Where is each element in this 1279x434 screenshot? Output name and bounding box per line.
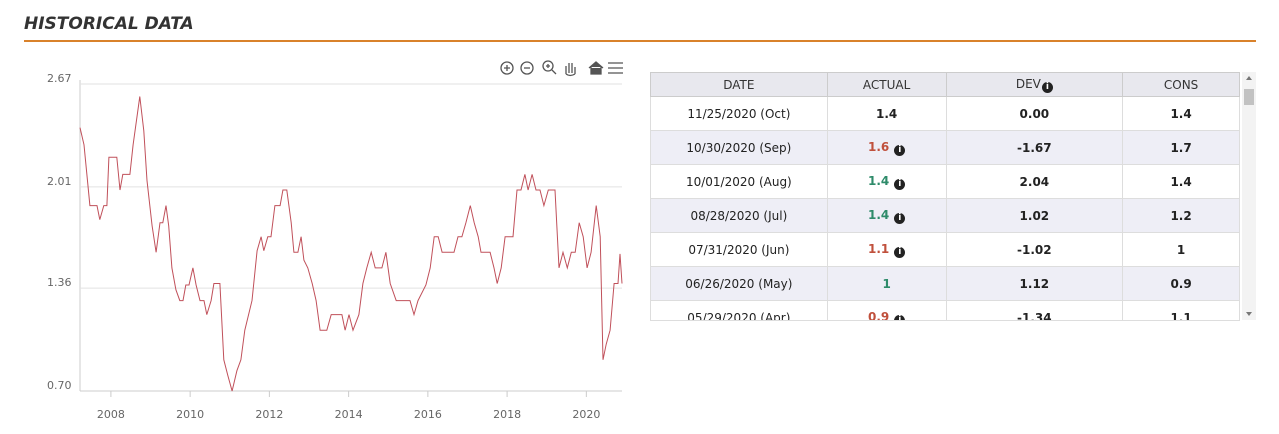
chart: 0.70 1.36 2.01 2.67 2008 2010 2012 2014 2016 2018… — [47, 60, 623, 421]
column-header: DATE — [650, 72, 828, 97]
y-tick-label: 2.01 — [47, 175, 72, 188]
cons-cell: 1.7 — [1122, 130, 1240, 165]
actual-value: 1 — [882, 276, 891, 291]
x-tick-label: 2008 — [97, 408, 125, 421]
column-header-text: DEV — [1015, 76, 1041, 91]
info-icon[interactable]: i — [894, 314, 906, 320]
x-tick-label: 2012 — [255, 408, 283, 421]
date-cell: 07/31/2020 (Jun) — [650, 232, 828, 267]
x-tick-label: 2010 — [176, 408, 204, 421]
actual-value: 1.4 — [867, 207, 890, 222]
column-header-text: DATE — [723, 77, 755, 92]
header-row: DATE ACTUAL DEV i CONS — [650, 72, 1240, 97]
cons-cell: 1 — [1122, 232, 1240, 267]
section-title: HISTORICAL DATA — [24, 14, 194, 34]
cons-cell: 1.4 — [1122, 96, 1240, 131]
table-body: 11/25/2020 (Oct) 1.4 0.00 1.4 10/30/2020 (Se… — [650, 96, 1240, 321]
x-tick-label: 2020 — [572, 408, 600, 421]
actual-cell: 1.1 i — [826, 232, 947, 267]
table-row: 10/30/2020 (Sep) 1.6 i -1.67 1.7 — [650, 130, 1240, 165]
column-header-text: ACTUAL — [862, 77, 911, 92]
dev-cell: 2.04 — [945, 164, 1124, 199]
actual-value: 1.1 — [867, 241, 890, 256]
actual-cell: 1.4 i — [826, 164, 947, 199]
dev-cell: 1.02 — [945, 198, 1124, 233]
actual-value: 1.4 — [875, 106, 898, 121]
x-tick-label: 2018 — [493, 408, 521, 421]
actual-cell: 1.4 i — [826, 198, 947, 233]
data-table: DATE ACTUAL DEV i CONS 11/25/2020 (Oct) 1.4 0.… — [650, 72, 1240, 321]
info-icon[interactable]: i — [894, 246, 906, 258]
info-icon[interactable]: i — [894, 144, 906, 156]
table-row: 05/29/2020 (Apr) 0.9 i -1.34 1.1 — [650, 300, 1240, 321]
date-cell: 10/30/2020 (Sep) — [650, 130, 828, 165]
chart-toolbar[interactable] — [500, 60, 623, 77]
table: DATE ACTUAL DEV i CONS 11/25/2020 (Oct) 1.4 0.… — [650, 72, 1240, 321]
cons-cell: 1.1 — [1122, 300, 1240, 320]
table-row: 07/31/2020 (Jun) 1.1 i -1.02 1 — [650, 232, 1240, 267]
cons-cell: 1.2 — [1122, 198, 1240, 233]
y-tick-label: 1.36 — [47, 276, 72, 289]
actual-value: 1.6 — [867, 139, 890, 154]
dev-cell: -1.67 — [945, 130, 1124, 165]
table-row: 08/28/2020 (Jul) 1.4 i 1.02 1.2 — [650, 198, 1240, 233]
info-icon: i — [1041, 81, 1053, 93]
actual-cell: 1.4 — [826, 96, 947, 131]
cons-cell: 0.9 — [1122, 266, 1240, 301]
table-row: 10/01/2020 (Aug) 1.4 i 2.04 1.4 — [650, 164, 1240, 199]
date-cell: 05/29/2020 (Apr) — [650, 300, 828, 320]
dev-cell: -1.34 — [945, 300, 1124, 320]
date-cell: 06/26/2020 (May) — [650, 266, 828, 301]
actual-value: 0.9 — [867, 309, 890, 321]
dev-cell: -1.02 — [945, 232, 1124, 267]
actual-cell: 1 — [826, 266, 947, 301]
cons-cell: 1.4 — [1122, 164, 1240, 199]
date-cell: 10/01/2020 (Aug) — [650, 164, 828, 199]
column-header: CONS — [1122, 72, 1240, 97]
y-tick-label: 2.67 — [47, 72, 72, 85]
dev-cell: 0.00 — [945, 96, 1124, 131]
scrollbar-graphic — [1244, 76, 1254, 316]
x-tick-label: 2014 — [335, 408, 363, 421]
table-row: 11/25/2020 (Oct) 1.4 0.00 1.4 — [650, 96, 1240, 131]
title-rule — [24, 40, 1256, 42]
scrollbar[interactable] — [1242, 72, 1256, 320]
actual-cell: 1.6 i — [826, 130, 947, 165]
actual-value: 1.4 — [867, 173, 890, 188]
info-icon[interactable]: i — [894, 178, 906, 190]
info-icon[interactable]: i — [894, 212, 906, 224]
column-header: ACTUAL — [826, 72, 947, 97]
date-cell: 11/25/2020 (Oct) — [650, 96, 828, 131]
column-header: DEV i — [945, 72, 1124, 97]
dev-cell: 1.12 — [945, 266, 1124, 301]
data-line — [79, 96, 623, 392]
actual-cell: 0.9 i — [826, 300, 947, 321]
column-header-text: CONS — [1163, 77, 1199, 92]
table-row: 06/26/2020 (May) 1 1.12 0.9 — [650, 266, 1240, 301]
x-tick-label: 2016 — [414, 408, 442, 421]
y-tick-label: 0.70 — [47, 379, 72, 392]
date-cell: 08/28/2020 (Jul) — [650, 198, 828, 233]
